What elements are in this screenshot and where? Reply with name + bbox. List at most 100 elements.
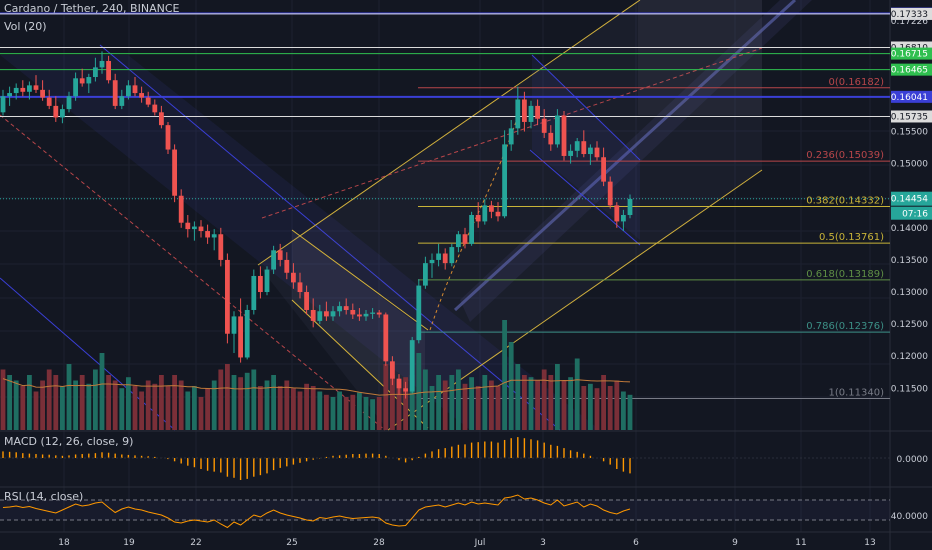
macd-pane: 0.0000 (0, 437, 928, 480)
time-tick-label: 6 (633, 538, 639, 548)
candle-body (482, 205, 488, 222)
volume-bar (0, 369, 6, 430)
volume-bar (178, 380, 184, 430)
volume-bar (284, 380, 290, 430)
candle-body (132, 85, 138, 94)
candle-body (396, 378, 402, 389)
volume-bar (86, 383, 92, 430)
macd-indicator-label[interactable]: MACD (12, 26, close, 9) (4, 435, 133, 448)
yellow-channel-upper (257, 0, 641, 266)
candle-body (456, 234, 461, 248)
volume-bar (27, 375, 32, 430)
volume-bar (614, 380, 620, 430)
candle-body (264, 269, 270, 293)
candle-body (99, 60, 105, 68)
time-tick-label: 19 (123, 538, 135, 548)
volume-bar (508, 342, 514, 430)
candle-body (79, 78, 85, 84)
volume-bar (40, 380, 45, 430)
candle-body (145, 97, 151, 105)
time-tick-label: 18 (58, 538, 70, 548)
candle-body (152, 104, 158, 113)
candle-body (495, 211, 501, 217)
volume-bar (238, 377, 243, 430)
volume-bar (291, 388, 296, 430)
volume-bar (192, 386, 197, 430)
price-tick-label: 0.13500 (891, 256, 928, 266)
volume-bar (258, 386, 263, 430)
volume-bar (548, 375, 554, 430)
price-tick-label: 0.14000 (891, 224, 928, 234)
volume-bar (515, 364, 521, 430)
volume-indicator-label[interactable]: Vol (20) (4, 20, 47, 33)
volume-bar (7, 375, 12, 430)
candle-body (178, 195, 184, 223)
candle-body (310, 309, 316, 321)
candle-body (93, 67, 98, 78)
candle-body (172, 149, 177, 196)
price-level-tag (891, 110, 932, 123)
volume-bar (99, 353, 105, 430)
volume-bar (126, 377, 131, 430)
candle-body (409, 340, 415, 392)
price-level-tag-label: 0.16041 (891, 93, 928, 103)
rsi-indicator-label[interactable]: RSI (14, close) (4, 490, 83, 503)
price-level-tag-label: 0.15735 (891, 112, 928, 122)
candle-body (383, 314, 389, 362)
price-tick-label: 0.15500 (891, 128, 928, 138)
candle-body (469, 215, 474, 244)
candle-body (436, 253, 441, 260)
candle-body (621, 215, 626, 222)
volume-bar (561, 380, 567, 430)
candle-body (66, 96, 72, 110)
volume-bar (350, 394, 356, 430)
candle-body (594, 147, 600, 158)
volume-bar (159, 375, 164, 430)
candle-body (139, 93, 144, 98)
candle-body (165, 125, 171, 150)
last-price-label: 0.14454 (891, 195, 928, 205)
countdown-tag (891, 206, 932, 220)
volume-bar (416, 353, 422, 430)
price-axis[interactable]: 0.173390.173330.172260.168100.167150.164… (891, 7, 932, 395)
volume-label-text: Vol (20) (4, 20, 47, 33)
volume-bar (574, 358, 580, 430)
candle-body (7, 93, 12, 97)
candle-body (20, 87, 26, 92)
candle-body (588, 147, 593, 155)
macd-axis-label: 0.0000 (897, 455, 929, 465)
volume-bar (297, 391, 303, 430)
fib-level-label: 0.5(0.13761) (819, 232, 884, 243)
rsi-band-fill (0, 500, 890, 520)
volume-bar (357, 392, 362, 430)
volume-bar (594, 388, 600, 430)
candle-body (423, 263, 428, 286)
volume-bar (442, 380, 448, 430)
candle-body (324, 311, 329, 317)
volume-bar (271, 375, 276, 430)
volume-bar (469, 377, 474, 430)
volume-bar (225, 364, 230, 430)
candle-body (86, 77, 92, 84)
volume-bar (403, 377, 408, 430)
rsi-line (2, 494, 631, 529)
volume-bar (132, 386, 138, 430)
price-level-tag-label: 0.16465 (891, 66, 928, 76)
candle-body (627, 198, 633, 215)
volume-bar (528, 377, 534, 430)
price-tick-label: 0.15000 (891, 160, 928, 170)
volume-bar (449, 375, 455, 430)
time-axis[interactable]: 18 19 22 25 28 Jul 3 6 9 11 13 (58, 538, 875, 548)
candle-body (60, 109, 65, 118)
fib-level-label: 0.618(0.13189) (806, 269, 884, 280)
volume-bar (218, 369, 224, 430)
candle-body (40, 89, 45, 98)
fibonacci-retracement: 0(0.16182) 0.236(0.15039) 0.382(0.14332) 0.… (418, 77, 890, 400)
volume-bar (607, 386, 613, 430)
volume-bar (277, 386, 283, 430)
volume-bar (482, 375, 488, 430)
candle-body (33, 85, 39, 90)
volume-bar (370, 399, 375, 430)
volume-bar (568, 377, 573, 430)
